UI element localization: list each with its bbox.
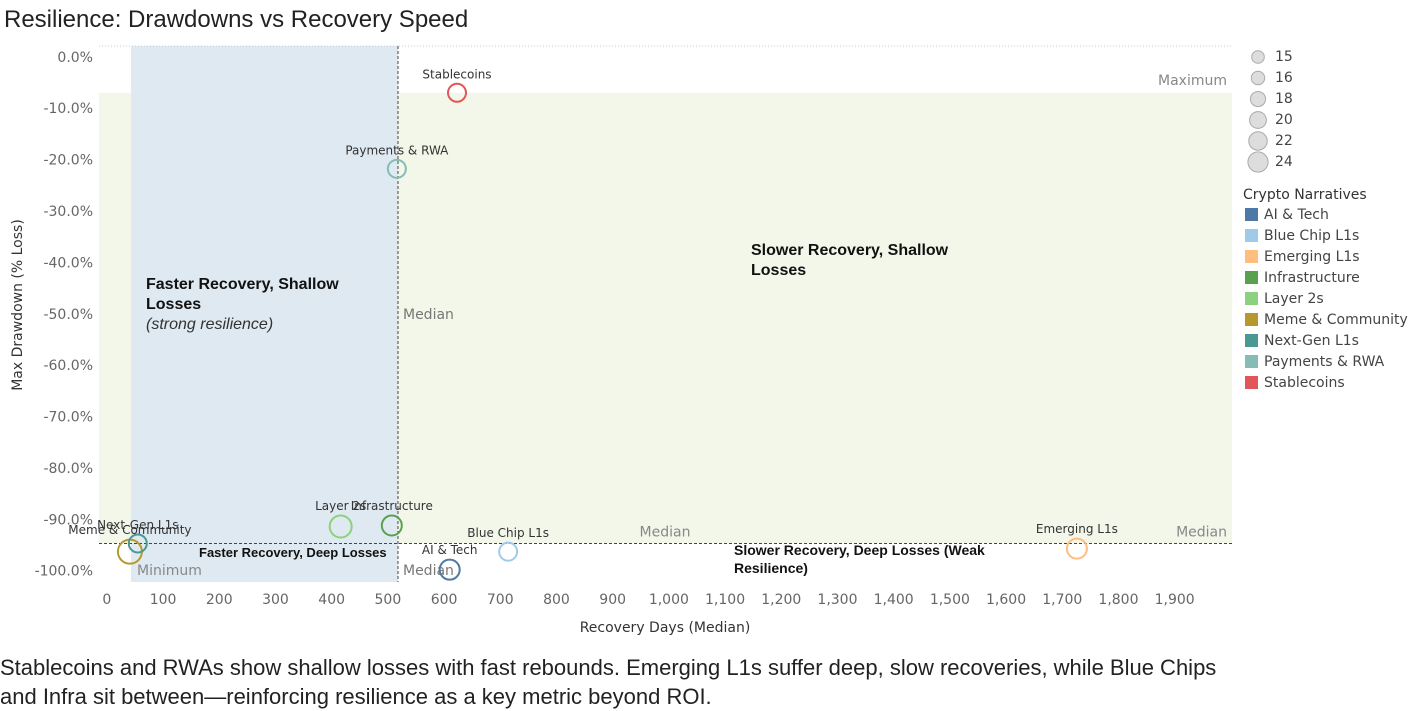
reference-band [131, 46, 398, 582]
point [438, 558, 461, 581]
size-legend-marker [1249, 90, 1267, 108]
chart: Maximum Minimum Median Median Median Median 0 1… [10, 45, 1408, 636]
point [386, 158, 407, 179]
median-label: Median [1176, 524, 1227, 540]
y-tick-label: -70.0% [43, 410, 93, 426]
median-label: Median [640, 524, 691, 540]
annotation-subtitle: (strong resilience) [146, 316, 274, 333]
legend-swatch [1245, 271, 1258, 284]
legend-swatch [1245, 313, 1258, 326]
size-legend-marker [1249, 111, 1267, 129]
median-label: Median [403, 563, 454, 579]
x-tick-label: 0 [102, 592, 111, 608]
legend-label: Infrastructure [1264, 270, 1360, 286]
x-tick-label: 400 [318, 592, 345, 608]
band-label: Minimum [137, 563, 202, 579]
y-tick-label: -20.0% [43, 153, 93, 169]
legend-swatch [1245, 250, 1258, 263]
point-label: Emerging L1s [1036, 522, 1118, 536]
size-legend-label: 24 [1275, 154, 1293, 170]
size-legend-label: 22 [1275, 133, 1293, 149]
annotation: Faster Recovery, Shallow Losses (strong … [146, 275, 386, 335]
x-tick-label: 300 [262, 592, 289, 608]
y-tick-label: -60.0% [43, 358, 93, 374]
point-label: Stablecoins [422, 67, 491, 81]
size-legend-marker [1251, 50, 1265, 64]
legend-label: Blue Chip L1s [1264, 228, 1359, 244]
chart-title: Resilience: Drawdowns vs Recovery Speed [4, 6, 469, 33]
legend-swatch [1245, 292, 1258, 305]
size-legend-label: 18 [1275, 91, 1293, 107]
annotation: Slower Recovery, Deep Losses (Weak Resil… [734, 542, 985, 576]
point-label: Meme & Community [68, 523, 191, 537]
point-label: Next-Gen L1s [97, 518, 178, 532]
x-tick-label: 1,100 [705, 592, 745, 608]
x-tick-label: 1,800 [1098, 592, 1138, 608]
y-axis-title: Max Drawdown (% Loss) [10, 219, 26, 391]
x-tick-label: 1,600 [986, 592, 1026, 608]
size-legend-label: 15 [1275, 49, 1293, 65]
x-tick-label: 900 [599, 592, 626, 608]
point-label: AI & Tech [422, 543, 478, 557]
x-tick-label: 1,000 [649, 592, 689, 608]
legend-swatch [1245, 334, 1258, 347]
x-tick-label: 1,300 [817, 592, 857, 608]
x-tick-label: 600 [431, 592, 458, 608]
legend-label: Emerging L1s [1264, 249, 1360, 265]
legend-label: Stablecoins [1264, 375, 1345, 391]
annotation: Faster Recovery, Deep Losses [199, 545, 387, 560]
y-tick-label: -40.0% [43, 255, 93, 271]
size-legend-marker [1248, 131, 1268, 151]
point-label: Infrastructure [351, 499, 433, 513]
y-tick-label: -30.0% [43, 204, 93, 220]
point [1065, 537, 1088, 560]
point [446, 82, 467, 103]
legend-label: Next-Gen L1s [1264, 333, 1359, 349]
caption: Stablecoins and RWAs show shallow losses… [0, 655, 1217, 709]
legend-label: AI & Tech [1264, 207, 1329, 223]
legend-label: Meme & Community [1264, 312, 1408, 328]
size-legend-label: 16 [1275, 70, 1293, 86]
x-tick-label: 1,900 [1155, 592, 1195, 608]
x-tick-label: 700 [487, 592, 514, 608]
x-tick-label: 1,700 [1042, 592, 1082, 608]
legend-label: Payments & RWA [1264, 354, 1385, 370]
annotation: Slower Recovery, Shallow Losses [751, 242, 949, 279]
point [380, 514, 403, 537]
size-legend-label: 20 [1275, 112, 1293, 128]
size-legend-marker [1247, 151, 1269, 173]
x-tick-label: 1,500 [930, 592, 970, 608]
x-tick-label: 1,400 [874, 592, 914, 608]
legend-swatch [1245, 208, 1258, 221]
legend-label: Layer 2s [1264, 291, 1324, 307]
y-tick-label: -90.0% [43, 512, 93, 528]
legend-swatch [1245, 376, 1258, 389]
x-tick-label: 100 [150, 592, 177, 608]
band-label: Maximum [1158, 73, 1227, 89]
x-tick-label: 500 [375, 592, 402, 608]
x-tick-label: 1,200 [761, 592, 801, 608]
y-tick-label: -80.0% [43, 461, 93, 477]
legend-title: Crypto Narratives [1243, 187, 1367, 203]
point [498, 541, 519, 562]
legend-swatch [1245, 355, 1258, 368]
point-label: Blue Chip L1s [467, 526, 549, 540]
point-label: Payments & RWA [345, 143, 449, 157]
x-tick-label: 800 [543, 592, 570, 608]
point [328, 514, 353, 539]
y-tick-label: 0.0% [57, 50, 93, 66]
point [127, 533, 148, 554]
x-tick-label: 200 [206, 592, 233, 608]
x-axis-title: Recovery Days (Median) [580, 620, 751, 636]
y-tick-label: -100.0% [35, 564, 93, 580]
annotation-title: Faster Recovery, Shallow Losses [146, 276, 339, 313]
point-label: Layer 2s [315, 499, 366, 513]
legend-swatch [1245, 229, 1258, 242]
y-tick-label: -10.0% [43, 101, 93, 117]
size-legend-marker [1250, 70, 1266, 86]
median-label: Median [403, 307, 454, 323]
y-tick-label: -50.0% [43, 307, 93, 323]
